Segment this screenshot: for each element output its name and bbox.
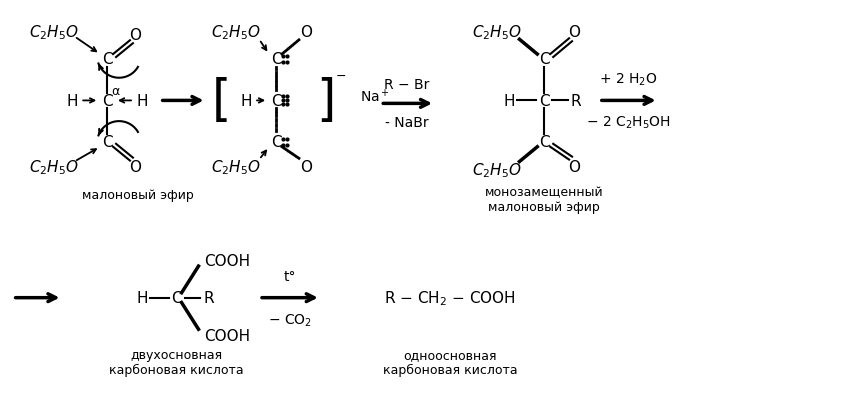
Text: O: O: [129, 160, 141, 175]
Text: α: α: [111, 85, 119, 98]
Text: $C_2H_5O$: $C_2H_5O$: [29, 23, 79, 42]
Text: H: H: [503, 94, 515, 109]
Text: $C_2H_5O$: $C_2H_5O$: [211, 158, 261, 177]
Text: H: H: [136, 290, 148, 305]
Text: H: H: [241, 94, 252, 109]
Text: двухосновная
карбоновая кислота: двухосновная карбоновая кислота: [109, 348, 244, 376]
Text: COOH: COOH: [204, 253, 251, 268]
Text: O: O: [129, 28, 141, 43]
Text: ]: ]: [316, 77, 335, 125]
Text: C: C: [271, 52, 281, 67]
Text: − 2 C$_2$H$_5$OH: − 2 C$_2$H$_5$OH: [587, 115, 671, 131]
Text: O: O: [568, 160, 580, 175]
Text: [: [: [211, 77, 231, 125]
Text: - NaBr: - NaBr: [386, 116, 429, 130]
Text: H: H: [67, 94, 78, 109]
Text: O: O: [300, 25, 312, 40]
Text: C: C: [101, 52, 113, 67]
Text: H: H: [136, 94, 148, 109]
Text: $C_2H_5O$: $C_2H_5O$: [29, 158, 79, 177]
Text: −: −: [335, 70, 346, 83]
Text: малоновый эфир: малоновый эфир: [82, 188, 194, 201]
Text: C: C: [271, 94, 281, 109]
Text: C: C: [101, 94, 113, 109]
Text: C: C: [539, 94, 550, 109]
Text: + 2 H$_2$O: + 2 H$_2$O: [600, 71, 658, 88]
Text: R: R: [203, 290, 214, 305]
Text: монозамещенный
малоновый эфир: монозамещенный малоновый эфир: [485, 185, 604, 213]
Text: C: C: [271, 135, 281, 150]
Text: O: O: [300, 160, 312, 175]
Text: R − CH$_2$ − COOH: R − CH$_2$ − COOH: [384, 289, 515, 307]
Text: $C_2H_5O$: $C_2H_5O$: [472, 23, 521, 42]
Text: O: O: [568, 25, 580, 40]
Text: Na$^+$: Na$^+$: [361, 87, 390, 105]
Text: C: C: [101, 135, 113, 150]
Text: одноосновная
карбоновая кислота: одноосновная карбоновая кислота: [382, 348, 517, 376]
Text: C: C: [539, 135, 550, 150]
Text: t°: t°: [283, 269, 296, 283]
Text: C: C: [171, 290, 182, 305]
Text: R − Br: R − Br: [385, 77, 430, 92]
Text: COOH: COOH: [204, 328, 251, 343]
Text: − CO$_2$: − CO$_2$: [268, 311, 312, 328]
Text: R: R: [570, 94, 582, 109]
Text: $C_2H_5O$: $C_2H_5O$: [472, 161, 521, 179]
Text: C: C: [539, 52, 550, 67]
Text: $C_2H_5O$: $C_2H_5O$: [211, 23, 261, 42]
